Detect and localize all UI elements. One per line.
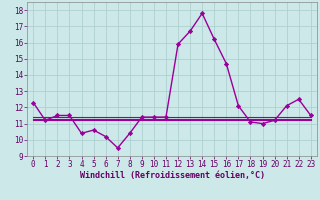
X-axis label: Windchill (Refroidissement éolien,°C): Windchill (Refroidissement éolien,°C) — [79, 171, 265, 180]
